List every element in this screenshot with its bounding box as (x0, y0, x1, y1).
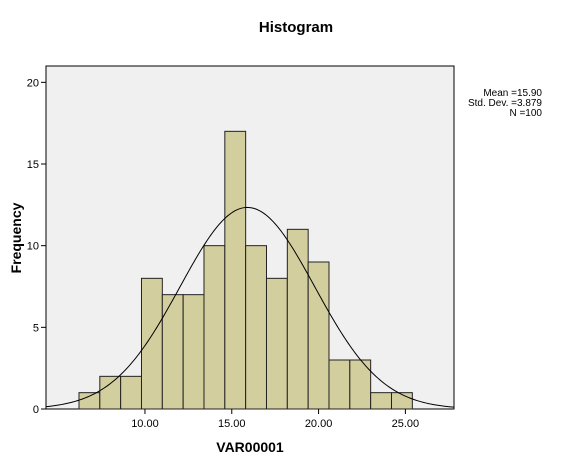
histogram-bar-3 (140, 277, 163, 410)
histogram-bar-9 (265, 277, 288, 410)
stats-line-0: Mean =15.90 (483, 88, 542, 99)
y-tick-label-3: 15 (27, 159, 39, 171)
histogram-bar-14 (370, 392, 392, 410)
histogram-bar-6 (203, 245, 226, 410)
histogram-bar-2 (120, 375, 142, 410)
y-tick-label-0: 0 (33, 404, 39, 416)
histogram-bar-11 (307, 261, 330, 410)
y-axis: 0 5 10 15 20 (27, 77, 46, 416)
x-tick-label-1: 15.00 (218, 418, 246, 430)
histogram-bar-4 (161, 294, 184, 410)
x-tick-label-2: 20.00 (305, 418, 333, 430)
stats-line-1: Std. Dev. =3.879 (468, 98, 542, 109)
y-tick-label-4: 20 (27, 77, 39, 89)
x-axis: 10.00 15.00 20.00 25.00 (131, 409, 419, 430)
chart-title: Histogram (259, 19, 333, 36)
histogram-bar-0 (78, 392, 101, 410)
histogram-bar-15 (390, 392, 413, 410)
y-tick-label-2: 10 (27, 241, 39, 253)
histogram-bar-8 (245, 245, 267, 410)
histogram-bar-5 (182, 294, 205, 410)
histogram-bar-1 (99, 375, 122, 410)
normal-curve (45, 206, 455, 408)
histogram-bar-7 (224, 130, 247, 410)
y-axis-label: Frequency (8, 202, 24, 273)
bars-group (78, 130, 413, 410)
x-tick-label-3: 25.00 (392, 418, 420, 430)
x-tick-label-0: 10.00 (131, 418, 159, 430)
histogram-bar-12 (328, 359, 351, 410)
y-tick-label-1: 5 (33, 322, 39, 334)
x-axis-label: VAR00001 (216, 439, 284, 455)
stats-line-2: N =100 (509, 108, 542, 119)
